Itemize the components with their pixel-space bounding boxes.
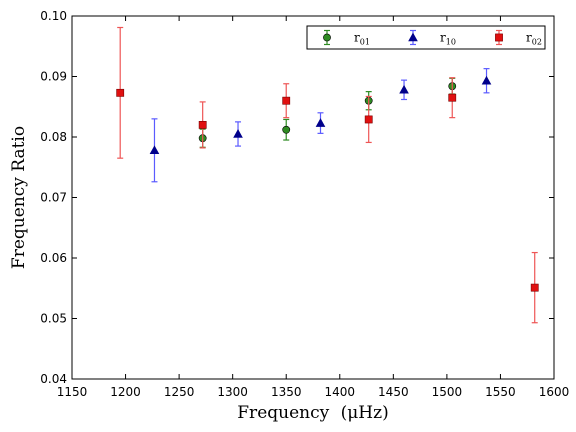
legend-entry-r02: r02 (495, 29, 542, 47)
x-tick-label: 1400 (325, 385, 356, 399)
legend-label: r01 (354, 31, 370, 47)
data-point (282, 96, 291, 105)
series-r10 (149, 68, 492, 183)
data-point (364, 115, 373, 124)
legend-box (306, 25, 546, 50)
legend-entry-r10: r10 (408, 29, 456, 47)
y-tick-label: 0.08 (40, 130, 67, 144)
data-point (198, 121, 207, 129)
legend-marker (323, 33, 331, 42)
legend-label-base: r (354, 31, 360, 45)
legend-marker (495, 33, 503, 42)
x-tick-label: 1500 (432, 385, 463, 399)
legend-marker (408, 32, 418, 42)
x-tick-label: 1550 (485, 385, 516, 399)
y-tick-label: 0.06 (40, 251, 67, 265)
x-tick-label: 1300 (217, 385, 248, 399)
x-axis-label: Frequency (μHz) (237, 403, 388, 423)
data-point (233, 129, 243, 138)
legend-label-base: r (526, 31, 532, 45)
axis-ticks: 1150 1200 1250 1300 1350 1400 1450 1500 1550 1600… (40, 9, 569, 399)
legend: r01 r10 r02 (306, 25, 546, 50)
series-r02 (116, 26, 539, 324)
x-tick-label: 1350 (271, 385, 302, 399)
x-axis-label-text: Frequency (237, 403, 329, 423)
legend-label-subscript: 02 (532, 38, 542, 47)
legend-label-base: r (440, 31, 446, 45)
x-tick-label: 1600 (539, 385, 570, 399)
y-tick-label: 0.04 (40, 372, 67, 386)
x-axis-label-unit: (μHz) (341, 403, 389, 423)
x-tick-label: 1150 (57, 385, 88, 399)
y-tick-label: 0.07 (40, 191, 67, 205)
legend-entry-r01: r01 (323, 29, 370, 47)
legend-label-subscript: 01 (360, 38, 370, 47)
data-point (530, 283, 539, 292)
data-point (282, 125, 291, 134)
x-tick-label: 1200 (110, 385, 141, 399)
legend-label: r10 (440, 31, 456, 47)
y-tick-label: 0.05 (40, 312, 67, 326)
data-point (116, 88, 125, 97)
legend-label-subscript: 10 (446, 38, 456, 47)
y-tick-label: 0.10 (40, 9, 67, 23)
data-point (399, 84, 409, 94)
legend-label: r02 (526, 31, 542, 47)
data-point (448, 93, 457, 102)
data-point (315, 118, 326, 127)
plot-area (71, 15, 555, 380)
y-tick-label: 0.09 (40, 70, 67, 84)
x-tick-label: 1250 (164, 385, 195, 399)
data-point (149, 145, 160, 155)
data-point (481, 75, 492, 85)
y-axis-label: Frequency Ratio (9, 126, 29, 269)
x-tick-label: 1450 (378, 385, 409, 399)
data-marks (116, 26, 539, 324)
